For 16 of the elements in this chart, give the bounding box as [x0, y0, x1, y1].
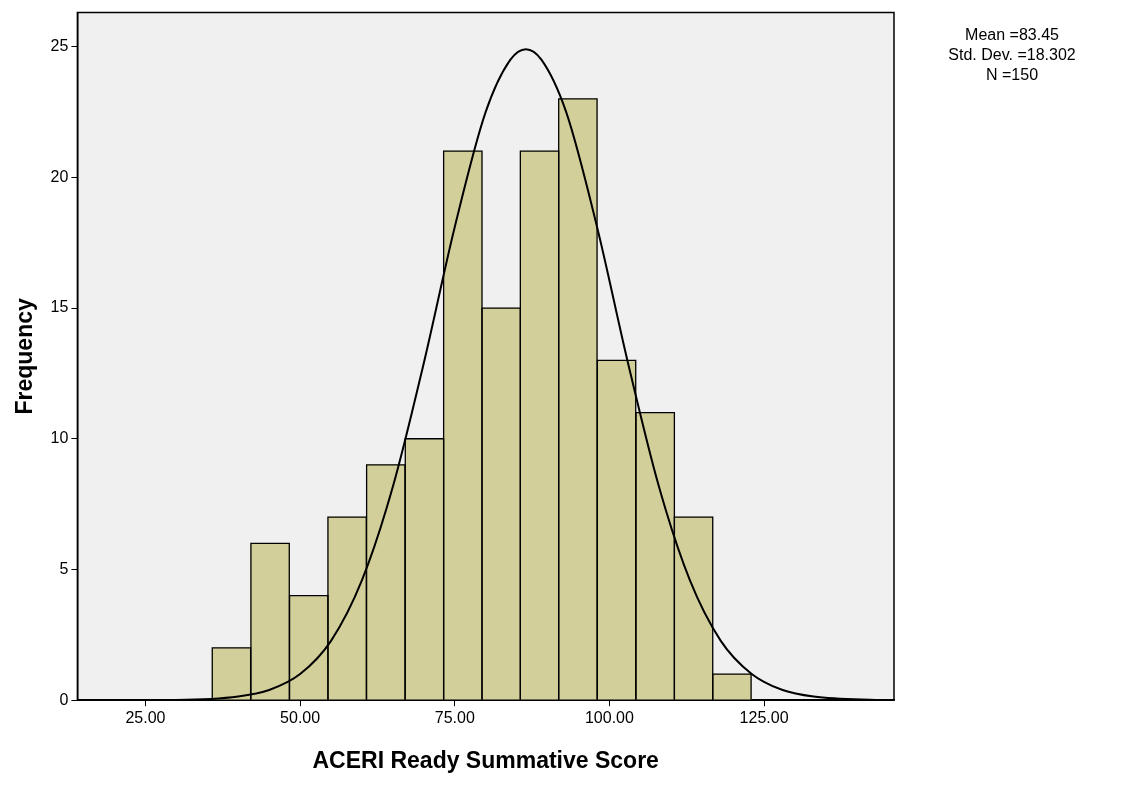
x-tick-label: 50.00 — [280, 709, 321, 727]
x-tick-label: 125.00 — [739, 709, 789, 727]
y-axis-title: Frequency — [11, 298, 38, 415]
text: N =150 — [985, 66, 1039, 84]
x-tick-label: 75.00 — [434, 709, 475, 727]
text: Mean =83.45 — [965, 26, 1060, 44]
y-tick-label: 20 — [50, 167, 69, 185]
y-tick-label: 10 — [50, 429, 69, 447]
y-tick-label: 15 — [50, 298, 69, 316]
x-tick-label: 25.00 — [125, 709, 166, 727]
y-tick-label: 0 — [59, 690, 69, 708]
y-tick-label: 25 — [50, 36, 69, 54]
text: Std. Dev. =18.302 — [948, 46, 1076, 64]
y-tick-label: 5 — [59, 559, 69, 577]
x-axis-title: ACERI Ready Summative Score — [312, 746, 659, 773]
x-tick-label: 100.00 — [584, 709, 634, 727]
